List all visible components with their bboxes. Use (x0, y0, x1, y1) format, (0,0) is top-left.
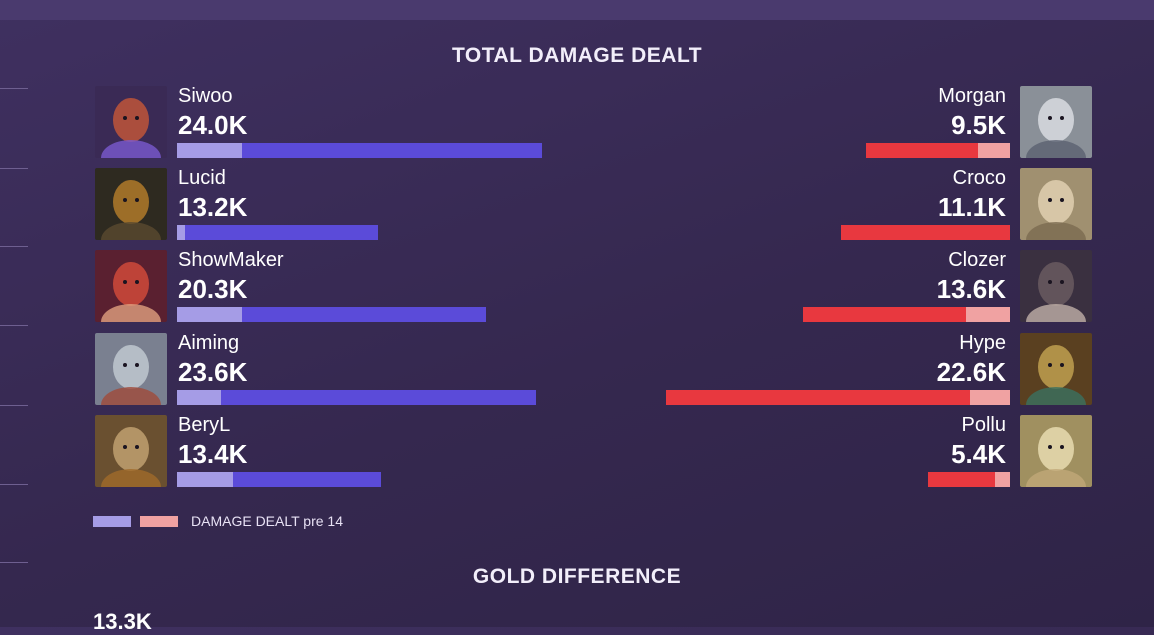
damage-value-label: 23.6K (178, 357, 248, 387)
red-player-avatar (1020, 86, 1092, 158)
damage-value-label: 13.4K (178, 439, 248, 469)
damage-bar-post14 (841, 225, 1010, 240)
damage-value-label: 24.0K (178, 110, 248, 140)
player-name: Clozer (948, 249, 1006, 271)
damage-value-label: 13.6K (936, 274, 1006, 304)
damage-bar-pre14 (177, 225, 185, 240)
damage-value-label: 11.1K (938, 192, 1006, 222)
damage-bar-post14 (242, 143, 542, 158)
tick-mark (0, 168, 28, 169)
red-player-avatar (1020, 333, 1092, 405)
blue-player-avatar (95, 250, 167, 322)
player-name: Siwoo (178, 85, 233, 107)
legend-swatch-red (140, 516, 178, 527)
damage-bar (928, 472, 1010, 487)
damage-bar (866, 143, 1010, 158)
damage-bar-post14 (221, 390, 536, 405)
damage-bar-post14 (233, 472, 381, 487)
damage-value-label: 20.3K (178, 274, 248, 304)
damage-bar-pre14 (177, 307, 242, 322)
red-player-avatar (1020, 415, 1092, 487)
player-name: Morgan (938, 85, 1006, 107)
blue-player-avatar (95, 86, 167, 158)
damage-bar-post14 (242, 307, 486, 322)
damage-bar-post14 (803, 307, 966, 322)
damage-bar-post14 (185, 225, 378, 240)
top-header-strip (0, 0, 1154, 20)
damage-value-label: 22.6K (936, 357, 1006, 387)
damage-bar-post14 (866, 143, 978, 158)
gold-difference-title: GOLD DIFFERENCE (472, 565, 682, 588)
damage-value-label: 13.2K (178, 192, 248, 222)
blue-player-avatar (95, 415, 167, 487)
damage-title: TOTAL DAMAGE DEALT (451, 44, 703, 67)
damage-bar (177, 225, 378, 240)
legend-swatch-blue (93, 516, 131, 527)
damage-bar (177, 143, 542, 158)
gold-difference-value: 13.3K (93, 609, 152, 634)
player-name: Hype (959, 332, 1006, 354)
tick-mark (0, 562, 28, 563)
player-name: BeryL (178, 414, 231, 436)
player-name: Croco (952, 167, 1006, 189)
damage-bar-post14 (928, 472, 995, 487)
player-name: ShowMaker (178, 249, 284, 271)
player-name: Lucid (178, 167, 226, 189)
tick-mark (0, 325, 28, 326)
damage-bar-pre14 (177, 472, 233, 487)
red-player-avatar (1020, 250, 1092, 322)
damage-bar-pre14 (995, 472, 1010, 487)
damage-value-label: 5.4K (951, 439, 1006, 469)
left-tick-marks (0, 0, 30, 627)
legend-label: DAMAGE DEALT pre 14 (191, 513, 343, 529)
player-name: Aiming (178, 332, 240, 354)
damage-bar-pre14 (177, 390, 221, 405)
red-player-avatar (1020, 168, 1092, 240)
tick-mark (0, 246, 28, 247)
tick-mark (0, 484, 28, 485)
damage-bar (803, 307, 1010, 322)
damage-value-label: 9.5K (951, 110, 1006, 140)
blue-player-avatar (95, 168, 167, 240)
damage-bar-pre14 (966, 307, 1010, 322)
damage-bar (666, 390, 1010, 405)
damage-bar (841, 225, 1010, 240)
damage-bar-pre14 (177, 143, 242, 158)
damage-bar (177, 307, 486, 322)
damage-bar (177, 390, 536, 405)
blue-player-avatar (95, 333, 167, 405)
damage-bar (177, 472, 381, 487)
damage-bar-pre14 (978, 143, 1010, 158)
player-name: Pollu (961, 414, 1006, 436)
damage-bar-post14 (666, 390, 970, 405)
tick-mark (0, 405, 28, 406)
damage-bar-pre14 (970, 390, 1010, 405)
tick-mark (0, 88, 28, 89)
